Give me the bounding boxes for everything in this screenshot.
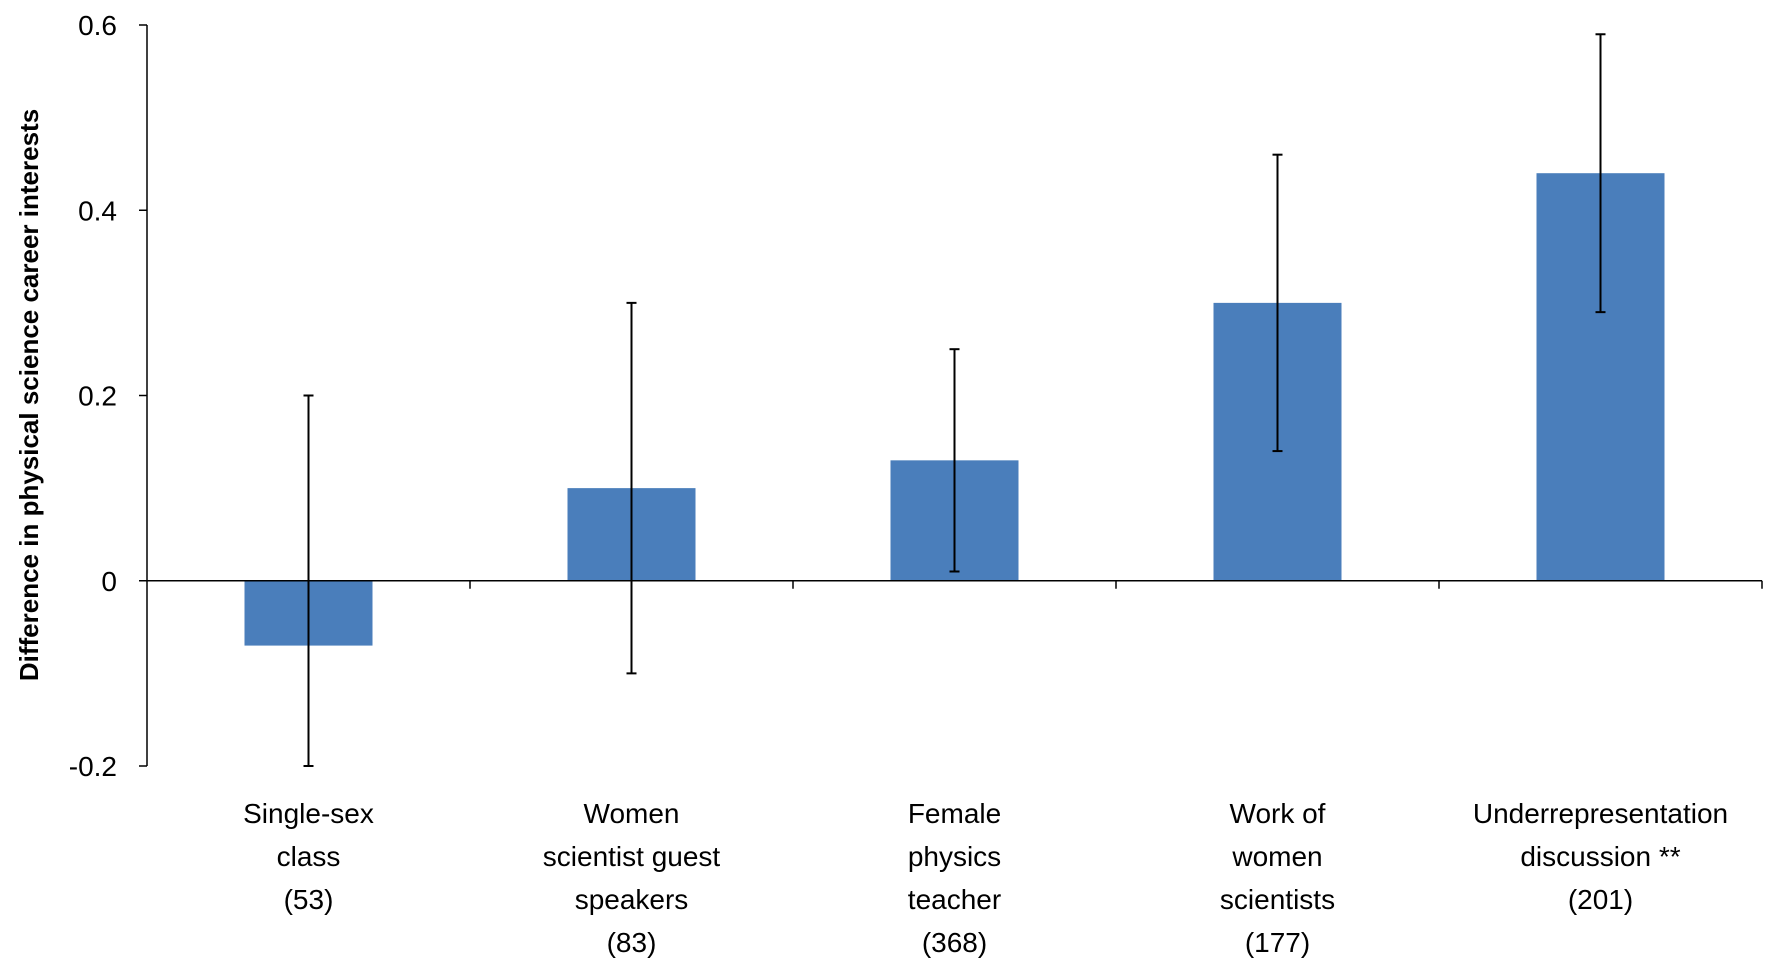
x-category-label-line: Single-sex bbox=[243, 798, 374, 829]
x-category-label: Women scientist guest speakers (83) bbox=[543, 798, 721, 958]
x-category-label-line: Underrepresentation bbox=[1473, 798, 1728, 829]
x-category-label-line: (53) bbox=[284, 884, 334, 915]
x-category-label-line: women bbox=[1231, 841, 1322, 872]
x-category-label: Single-sex class (53) bbox=[243, 798, 374, 915]
x-category-label-line: class bbox=[277, 841, 341, 872]
x-category-label-line: speakers bbox=[575, 884, 689, 915]
x-category-label: Female physics teacher (368) bbox=[908, 798, 1001, 958]
x-category-label-line: Women bbox=[584, 798, 680, 829]
x-category-label-line: (83) bbox=[607, 927, 657, 958]
x-category-label-line: scientist guest bbox=[543, 841, 721, 872]
y-tick-label: -0.2 bbox=[69, 751, 117, 782]
y-tick-label: 0.4 bbox=[78, 195, 117, 226]
x-category-label: Underrepresentation discussion ** (201) bbox=[1473, 798, 1728, 915]
x-category-label-line: (177) bbox=[1245, 927, 1310, 958]
x-category-label-line: Work of bbox=[1230, 798, 1326, 829]
x-category-label-line: physics bbox=[908, 841, 1001, 872]
y-tick-label: 0.6 bbox=[78, 10, 117, 41]
x-category-label-line: scientists bbox=[1220, 884, 1335, 915]
y-tick-label: 0.2 bbox=[78, 381, 117, 412]
y-axis-title: Difference in physical science career in… bbox=[14, 109, 44, 681]
x-category-label-line: (368) bbox=[922, 927, 987, 958]
x-category-label: Work of women scientists (177) bbox=[1220, 798, 1335, 958]
x-category-label-line: Female bbox=[908, 798, 1001, 829]
x-category-label-line: discussion ** bbox=[1520, 841, 1680, 872]
y-tick-label: 0 bbox=[101, 566, 117, 597]
x-category-label-line: (201) bbox=[1568, 884, 1633, 915]
x-category-label-line: teacher bbox=[908, 884, 1001, 915]
